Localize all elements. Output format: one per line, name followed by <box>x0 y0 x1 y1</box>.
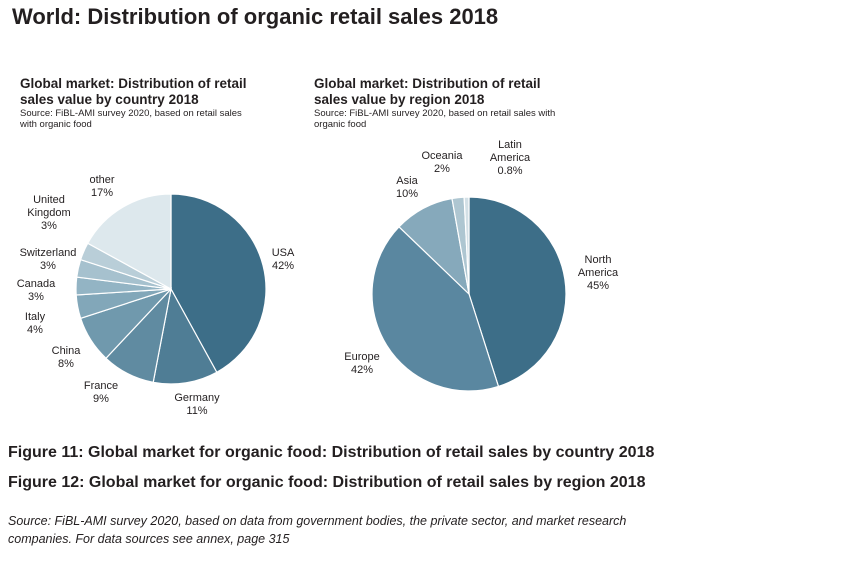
figure-11-caption: Figure 11: Global market for organic foo… <box>8 444 655 461</box>
chart1-title-line2: sales value by country 2018 <box>20 92 199 107</box>
chart2-source-line2: organic food <box>314 119 367 130</box>
chart2-label-europe: Europe 42% <box>344 351 379 376</box>
source-note-line2: companies. For data sources see annex, p… <box>8 532 290 546</box>
chart1-label-switzerland: Switzerland 3% <box>20 247 77 272</box>
chart1-slice-germany <box>152 287 218 385</box>
chart1-source-line2: with organic food <box>20 119 92 130</box>
chart2-header: Global market: Distribution of retail sa… <box>314 76 555 130</box>
chart1-label-canada: Canada 3% <box>17 278 56 303</box>
chart2-label-oceania: Oceania 2% <box>422 150 464 175</box>
chart2-slice-north-america <box>468 196 567 388</box>
chart1-label-china: China 8% <box>52 345 82 370</box>
chart1-header: Global market: Distribution of retail sa… <box>20 76 247 130</box>
chart1-label-germany: Germany 11% <box>174 392 220 417</box>
chart2-title-line2: sales value by region 2018 <box>314 92 485 107</box>
page-title: World: Distribution of organic retail sa… <box>12 4 499 29</box>
chart2-label-asia: Asia 10% <box>396 175 419 200</box>
chart1-title-line1: Global market: Distribution of retail <box>20 76 247 91</box>
chart1-label-usa: USA 42% <box>272 247 295 272</box>
chart1-source-line1: Source: FiBL-AMI survey 2020, based on r… <box>20 108 242 119</box>
chart2-pie <box>371 196 567 392</box>
chart1-label-other: other 17% <box>89 174 114 199</box>
chart2-slice-europe <box>371 225 500 392</box>
chart2-label-north-america: North America 45% <box>578 254 619 292</box>
figure-12-caption: Figure 12: Global market for organic foo… <box>8 474 646 491</box>
chart1-slice-usa <box>170 193 267 374</box>
chart2-slice-latin-america <box>463 196 470 295</box>
source-note: Source: FiBL-AMI survey 2020, based on d… <box>8 512 768 548</box>
chart1-pie <box>75 193 267 385</box>
chart1-label-united-kingdom: United Kingdom 3% <box>27 194 70 232</box>
chart2-title-line1: Global market: Distribution of retail <box>314 76 541 91</box>
chart2-label-latin-america: Latin America 0.8% <box>490 139 531 177</box>
chart1-slice-other <box>86 193 172 291</box>
chart1-label-italy: Italy 4% <box>25 311 46 336</box>
chart2-source-line1: Source: FiBL-AMI survey 2020, based on r… <box>314 108 556 119</box>
chart1-label-france: France 9% <box>84 380 118 405</box>
source-note-line1: Source: FiBL-AMI survey 2020, based on d… <box>8 514 627 528</box>
